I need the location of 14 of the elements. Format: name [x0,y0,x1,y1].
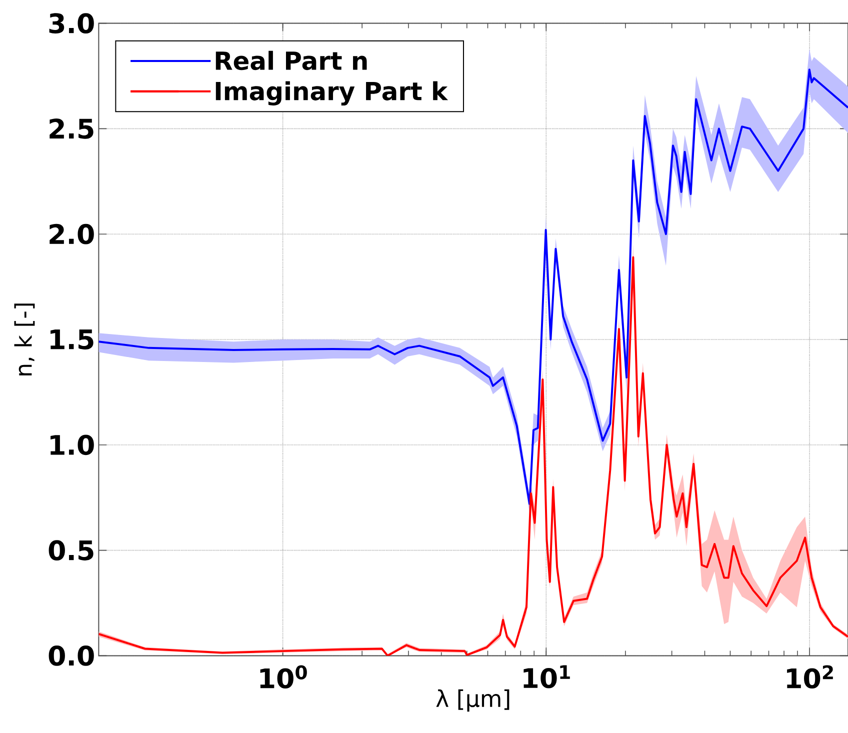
y-tick-label: 2.0 [50,224,94,244]
legend-label: Imaginary Part k [216,81,448,106]
y-tick-label: 1.5 [50,330,94,350]
y-tick-label: 1.0 [50,434,94,456]
y-tick-label: 0.5 [48,540,94,560]
legend-label: Real Part n [216,50,367,70]
y-tick-label: 3.0 [49,13,94,34]
x-axis-title: λ [μm] [436,689,510,712]
y-axis-title: n, k [-] [14,304,35,376]
y-tick-label: 2.5 [50,118,94,139]
y-tick-label: 0.0 [48,646,94,666]
x-tick-label: 10$^{0}$ [260,665,307,689]
x-tick-label: 10$^{1}$ [524,665,570,688]
x-tick-label: 10$^{2}$ [787,665,833,689]
